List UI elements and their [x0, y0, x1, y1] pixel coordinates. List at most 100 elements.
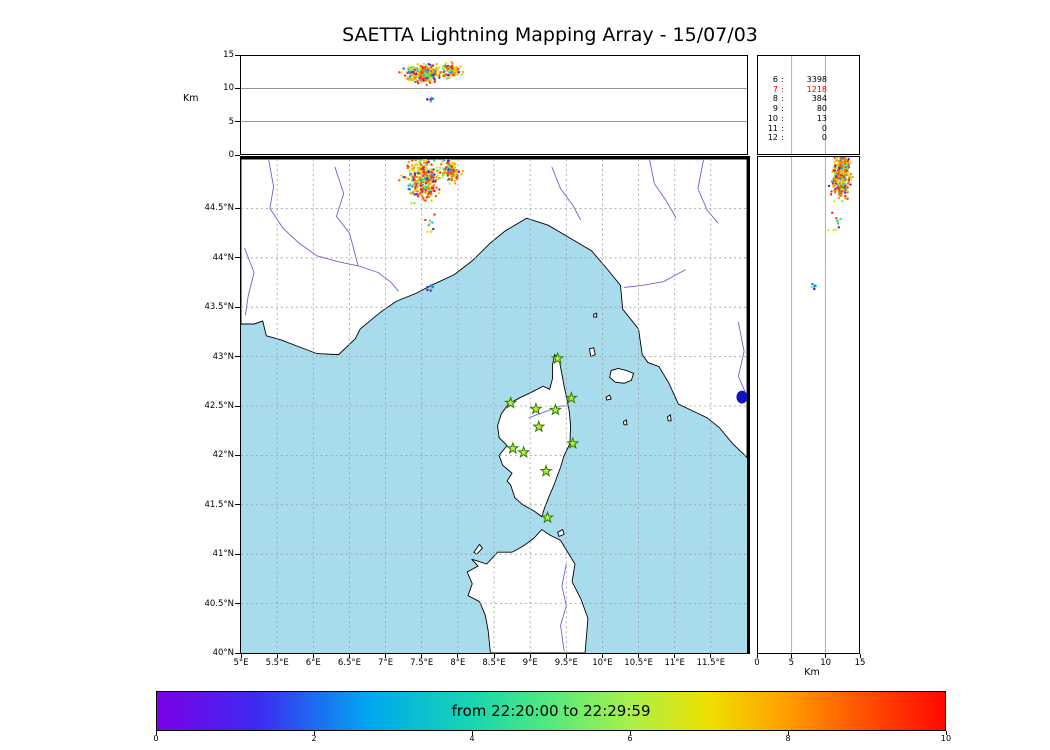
- tick-mark: [313, 731, 315, 735]
- tick-mark: [471, 731, 473, 735]
- tick-mark: [276, 654, 278, 658]
- lat-tick-label: 41.5°N: [204, 499, 234, 510]
- lon-tick-label: 8°E: [450, 658, 466, 668]
- island: [605, 394, 612, 401]
- tick-mark: [493, 654, 495, 658]
- source-count-row: 11:0: [767, 123, 827, 133]
- tick-mark: [629, 731, 631, 735]
- tick-mark: [155, 731, 157, 735]
- colorbar-tick-label: 2: [311, 734, 317, 743]
- lat-tick-label: 40.5°N: [204, 598, 234, 609]
- altitude-axis-label-left: Km: [183, 93, 199, 104]
- tick-mark: [825, 654, 827, 658]
- tick-mark: [240, 654, 242, 658]
- tick-mark: [312, 654, 314, 658]
- island: [609, 367, 635, 384]
- time-colorbar: from 22:20:00 to 22:29:59: [156, 691, 946, 731]
- tick-mark: [945, 731, 947, 735]
- lightning-sources-altlat: [810, 157, 854, 291]
- source-counts-list: 6:3398 7:1218 8:384 9:80 10:13 11:0 12:0: [762, 75, 840, 143]
- altitude-vs-latitude-panel: [757, 156, 860, 654]
- lon-tick-label: 5.5°E: [265, 658, 289, 668]
- corsica: [497, 353, 572, 518]
- island: [473, 543, 484, 555]
- tick-mark: [710, 654, 712, 658]
- alt-tick-label: 5: [228, 116, 234, 127]
- tick-mark: [674, 654, 676, 658]
- source-count-row: 7:1218: [772, 84, 827, 94]
- lon-tick-label: 10°E: [592, 658, 613, 668]
- island: [593, 312, 598, 318]
- figure-title: SAETTA Lightning Mapping Array - 15/07/0…: [342, 24, 758, 46]
- lat-tick-label: 44.5°N: [204, 203, 234, 214]
- rivers: [244, 159, 747, 652]
- lon-tick-label: 6°E: [305, 658, 321, 668]
- station-star-marker: [532, 419, 546, 433]
- source-count-row: 6:3398: [772, 75, 827, 84]
- station-count-histogram-panel: 6:3398 7:1218 8:384 9:80 10:13 11:0 12:0: [757, 55, 860, 155]
- station-star-marker: [539, 464, 553, 477]
- tick-mark: [348, 654, 350, 658]
- tick-mark: [385, 654, 387, 658]
- altitude-axis-label-bottom: Km: [804, 667, 820, 678]
- lon-tick-label: 11.5°E: [696, 658, 726, 668]
- station-star-marker: [566, 436, 580, 450]
- lat-tick-label: 42°N: [212, 450, 234, 461]
- lat-tick-label: 44°N: [212, 252, 234, 263]
- colorbar-tick-label: 0: [153, 734, 159, 743]
- source-count-row: 12:0: [767, 133, 827, 143]
- tick-mark: [529, 654, 531, 658]
- station-star-marker: [506, 441, 520, 455]
- lightning-sources-map: [398, 159, 465, 292]
- lon-tick-label: 10.5°E: [624, 658, 653, 668]
- alt-tick-label: 0: [754, 658, 760, 668]
- tick-mark: [457, 654, 459, 658]
- lma-stations: [504, 351, 580, 524]
- altitude-longitude-plot: [241, 60, 747, 122]
- source-count-row: 9:80: [772, 104, 827, 114]
- station-star-marker: [548, 403, 563, 416]
- lon-tick-label: 8.5°E: [482, 658, 506, 668]
- lon-tick-label: 7.5°E: [410, 658, 434, 668]
- alt-tick-label: 0: [228, 150, 234, 160]
- station-star-marker: [550, 351, 565, 365]
- colorbar-time-range-label: from 22:20:00 to 22:29:59: [451, 702, 651, 720]
- lon-tick-label: 6.5°E: [337, 658, 361, 668]
- tick-mark: [859, 654, 861, 658]
- altitude-latitude-plot: [791, 157, 854, 653]
- coastlines: [241, 159, 747, 653]
- source-count-row: 10:13: [767, 113, 827, 123]
- lon-tick-label: 5°E: [233, 658, 249, 668]
- lon-tick-label: 9°E: [522, 658, 538, 668]
- alt-tick-label: 15: [223, 50, 234, 60]
- station-star-marker: [529, 402, 543, 415]
- map-panel: [240, 156, 750, 654]
- lat-tick-label: 43.5°N: [204, 302, 234, 313]
- colorbar-tick-label: 10: [940, 734, 952, 743]
- island: [622, 419, 628, 426]
- lon-tick-label: 9.5°E: [554, 658, 578, 668]
- tick-mark: [638, 654, 640, 658]
- colorbar-tick-label: 4: [469, 734, 475, 743]
- tick-mark: [787, 731, 789, 735]
- lat-tick-label: 42.5°N: [204, 401, 234, 411]
- station-count-grid: [791, 56, 826, 154]
- station-star-marker: [564, 390, 579, 404]
- lat-tick-label: 41°N: [212, 549, 234, 560]
- sardinia: [466, 528, 589, 653]
- lon-tick-label: 11°E: [664, 658, 685, 668]
- tick-mark: [421, 654, 423, 658]
- tick-mark: [790, 654, 792, 658]
- map-plot: [241, 159, 747, 653]
- station-star-marker: [516, 445, 531, 459]
- altitude-vs-longitude-panel: [240, 55, 748, 155]
- mainland-coast: [241, 159, 747, 459]
- colorbar-tick-label: 6: [627, 734, 633, 743]
- lightning-sources-altlon: [398, 60, 465, 103]
- lake: [736, 390, 747, 404]
- station-star-marker: [540, 510, 555, 524]
- island: [557, 528, 565, 537]
- tick-mark: [601, 654, 603, 658]
- alt-tick-label: 15: [854, 658, 866, 668]
